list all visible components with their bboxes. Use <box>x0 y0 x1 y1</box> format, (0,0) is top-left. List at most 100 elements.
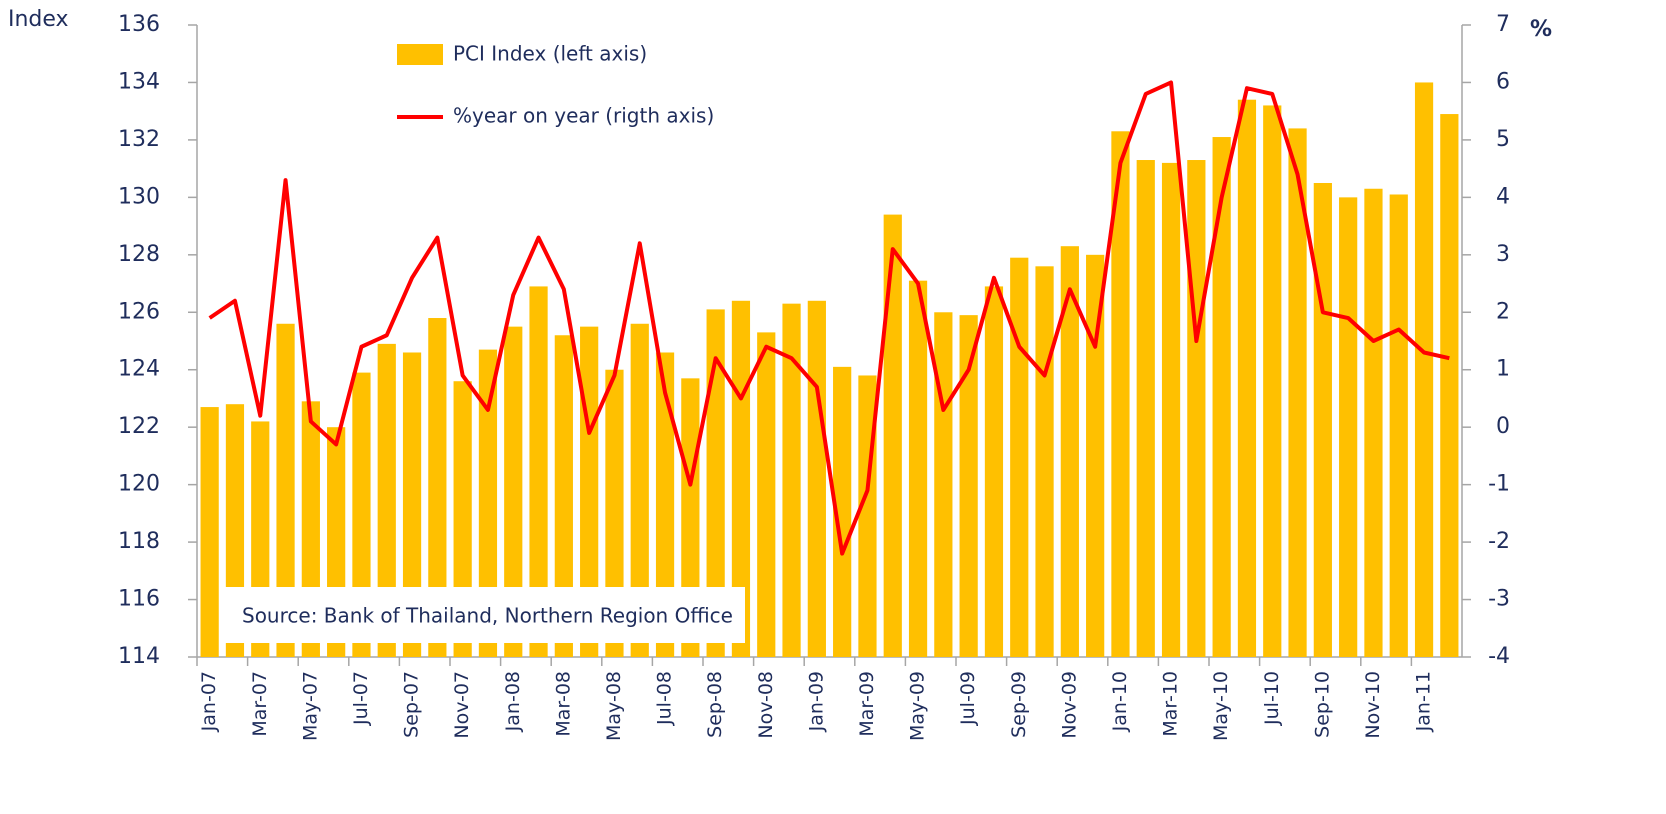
y2-tick-label: -2 <box>1488 529 1510 554</box>
bar <box>833 366 852 657</box>
bar <box>554 335 573 657</box>
bar <box>757 332 776 657</box>
bar <box>1288 128 1307 657</box>
bar <box>1339 197 1358 657</box>
bar <box>1111 131 1130 658</box>
x-tick-label: Mar-09 <box>856 671 878 737</box>
bar <box>529 286 548 657</box>
bar <box>1313 183 1332 657</box>
y-tick-label: 134 <box>118 69 160 94</box>
x-tick-label: Sep-08 <box>704 671 726 738</box>
y-tick-label: 128 <box>118 242 160 267</box>
bar <box>605 369 624 657</box>
bar <box>807 300 826 657</box>
y2-tick-label: 0 <box>1496 414 1510 439</box>
y2-tick-label: -3 <box>1488 587 1510 612</box>
bar <box>1364 188 1383 657</box>
x-tick-label: Sep-07 <box>401 671 423 738</box>
bar <box>1212 137 1231 657</box>
bar <box>352 372 371 657</box>
bar <box>1060 246 1079 657</box>
bar <box>1414 82 1434 658</box>
x-tick-label: Jan-10 <box>1109 671 1131 732</box>
annotation-box <box>223 587 745 643</box>
y2-tick-label: -1 <box>1488 472 1510 497</box>
y-tick-label: 122 <box>118 414 160 439</box>
y2-tick-label: 3 <box>1496 242 1510 267</box>
y-tick-label: 116 <box>118 587 160 612</box>
bar <box>984 286 1004 657</box>
y2-tick-label: 5 <box>1496 127 1510 152</box>
x-tick-label: Jul-07 <box>350 671 372 726</box>
y2-tick-label: 1 <box>1496 357 1510 382</box>
bar <box>630 323 649 657</box>
bar <box>1187 160 1206 657</box>
bar <box>908 280 928 657</box>
x-tick-label: Mar-10 <box>1160 671 1182 737</box>
bar <box>706 309 725 657</box>
y-tick-label: 114 <box>118 644 160 669</box>
x-tick-label: Jul-10 <box>1261 671 1283 726</box>
bar <box>959 315 978 657</box>
bar <box>655 352 675 657</box>
x-tick-label: Nov-10 <box>1362 671 1384 739</box>
x-tick-label: Jul-08 <box>654 671 676 726</box>
bar <box>883 214 902 657</box>
bar <box>1086 254 1105 657</box>
x-tick-label: Jan-09 <box>805 671 827 732</box>
bar <box>934 312 953 657</box>
legend-swatch <box>397 44 443 65</box>
x-tick-label: May-10 <box>1210 671 1232 741</box>
bar <box>504 326 523 657</box>
x-tick-label: Jan-08 <box>502 671 524 732</box>
y-axis-title: Index <box>8 7 69 32</box>
y2-tick-label: 7 <box>1496 12 1510 37</box>
x-tick-label: Sep-09 <box>1008 671 1030 738</box>
annotation: Source: Bank of Thailand, Northern Regio… <box>242 604 733 628</box>
bar <box>1035 266 1054 657</box>
bar <box>1010 257 1029 657</box>
x-tick-label: Sep-10 <box>1311 671 1333 738</box>
y2-tick-label: 6 <box>1496 69 1510 94</box>
x-tick-label: Nov-09 <box>1058 671 1080 739</box>
x-tick-label: May-08 <box>603 671 625 741</box>
x-tick-label: Nov-08 <box>755 671 777 739</box>
x-tick-label: May-07 <box>299 671 321 741</box>
bar <box>276 323 295 657</box>
legend-label: %year on year (rigth axis) <box>453 104 714 128</box>
x-tick-label: Nov-07 <box>451 671 473 739</box>
y-tick-label: 120 <box>118 472 160 497</box>
y2-tick-label: 4 <box>1496 184 1510 209</box>
bar <box>428 318 447 657</box>
bar <box>1237 99 1257 657</box>
x-tick-label: Mar-08 <box>552 671 574 737</box>
y2-axis-title: % <box>1530 17 1552 42</box>
x-tick-label: Jan-11 <box>1413 671 1435 732</box>
bar <box>478 349 498 657</box>
bar <box>1263 105 1282 658</box>
bar <box>782 303 801 657</box>
y2-tick-label: 2 <box>1496 299 1510 324</box>
line <box>208 80 1450 556</box>
x-tick-label: May-09 <box>907 671 929 741</box>
y-tick-label: 124 <box>118 357 160 382</box>
y-tick-label: 118 <box>118 529 160 554</box>
x-tick-label: Jan-07 <box>198 671 220 732</box>
x-tick-label: Jul-09 <box>957 671 979 726</box>
bar <box>377 343 396 657</box>
bar <box>200 407 219 657</box>
y-tick-label: 136 <box>118 12 160 37</box>
bar <box>1389 194 1408 657</box>
bar <box>1136 160 1155 657</box>
bar <box>1440 114 1459 657</box>
y-tick-label: 132 <box>118 127 160 152</box>
y2-tick-label: -4 <box>1488 644 1510 669</box>
bar <box>402 352 422 657</box>
legend-label: PCI Index (left axis) <box>453 42 647 66</box>
x-tick-label: Mar-07 <box>249 671 271 737</box>
y-tick-label: 126 <box>118 299 160 324</box>
bar <box>1161 162 1181 657</box>
y-tick-label: 130 <box>118 184 160 209</box>
